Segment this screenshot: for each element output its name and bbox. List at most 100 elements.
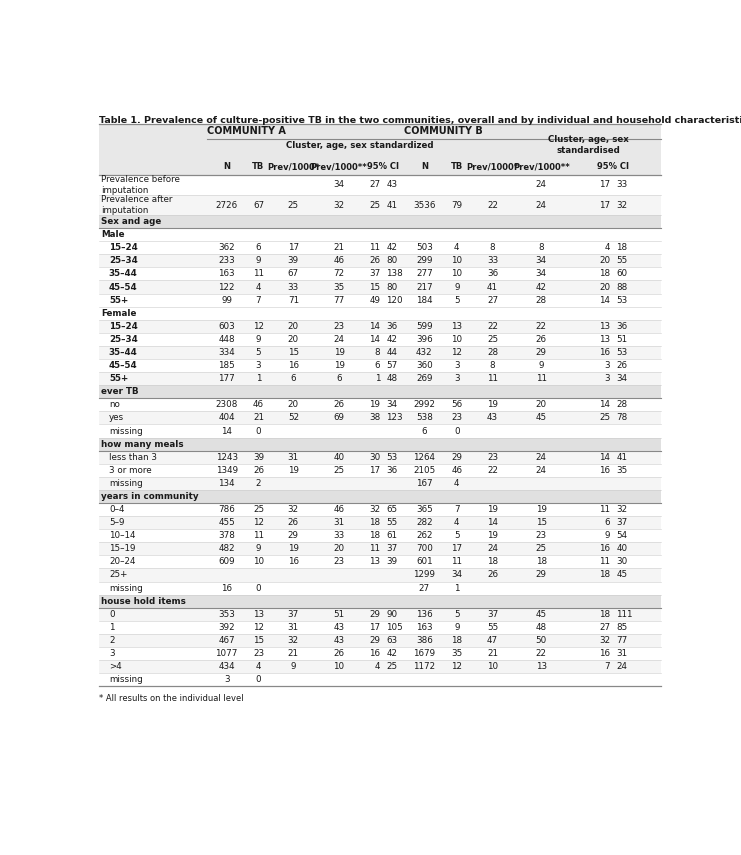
- Text: 36: 36: [386, 321, 397, 331]
- Text: how many meals: how many meals: [102, 439, 184, 449]
- Text: 448: 448: [219, 335, 235, 344]
- Text: 53: 53: [617, 296, 628, 304]
- Text: 18: 18: [451, 636, 462, 645]
- Text: 20: 20: [288, 335, 299, 344]
- Text: Female: Female: [102, 309, 136, 318]
- Text: 262: 262: [416, 531, 433, 540]
- Text: 48: 48: [536, 622, 547, 632]
- Text: 55: 55: [617, 256, 628, 265]
- Text: 12: 12: [253, 622, 264, 632]
- Bar: [99, 293, 661, 307]
- Text: 378: 378: [219, 531, 235, 540]
- Text: 13: 13: [599, 321, 611, 331]
- Text: 11: 11: [253, 531, 264, 540]
- Text: 25: 25: [599, 414, 611, 422]
- Text: 20: 20: [288, 321, 299, 331]
- Text: 33: 33: [617, 180, 628, 190]
- Text: 404: 404: [219, 414, 235, 422]
- Text: 61: 61: [386, 531, 397, 540]
- Text: 163: 163: [416, 622, 433, 632]
- Text: 23: 23: [253, 649, 264, 658]
- Text: 482: 482: [219, 545, 235, 553]
- Text: 1349: 1349: [216, 466, 238, 475]
- Text: 16: 16: [599, 466, 611, 475]
- Text: 79: 79: [451, 201, 462, 209]
- Text: 25–34: 25–34: [109, 256, 138, 265]
- Text: 120: 120: [386, 296, 403, 304]
- Bar: [99, 556, 661, 569]
- Text: 3: 3: [109, 649, 115, 658]
- Text: 18: 18: [536, 557, 547, 566]
- Text: 9: 9: [256, 256, 262, 265]
- Text: years in community: years in community: [102, 492, 199, 501]
- Text: 12: 12: [451, 662, 462, 671]
- Text: 11: 11: [253, 269, 264, 279]
- Text: 9: 9: [454, 282, 459, 292]
- Text: Prev/1000*: Prev/1000*: [268, 162, 319, 171]
- Text: 700: 700: [416, 545, 433, 553]
- Text: 22: 22: [487, 321, 498, 331]
- Text: 12: 12: [253, 518, 264, 528]
- Bar: [99, 320, 661, 333]
- Text: 25: 25: [487, 335, 498, 344]
- Text: 18: 18: [599, 570, 611, 580]
- Text: 35: 35: [451, 649, 462, 658]
- Text: 53: 53: [386, 452, 398, 462]
- Bar: [99, 634, 661, 647]
- Text: 3: 3: [454, 374, 459, 383]
- Text: 35–44: 35–44: [109, 269, 138, 279]
- Text: 32: 32: [617, 201, 628, 209]
- Text: 33: 33: [288, 282, 299, 292]
- Text: 18: 18: [369, 518, 380, 528]
- Text: 49: 49: [369, 296, 380, 304]
- Text: 601: 601: [416, 557, 433, 566]
- Text: 41: 41: [386, 201, 397, 209]
- Text: 24: 24: [536, 452, 547, 462]
- Text: 31: 31: [333, 518, 345, 528]
- Text: 3: 3: [224, 675, 230, 684]
- Text: 538: 538: [416, 414, 433, 422]
- Text: 99: 99: [222, 296, 232, 304]
- Text: 9: 9: [605, 531, 611, 540]
- Text: 14: 14: [599, 452, 611, 462]
- Bar: [99, 529, 661, 542]
- Text: 24: 24: [536, 466, 547, 475]
- Text: 599: 599: [416, 321, 433, 331]
- Text: 33: 33: [333, 531, 345, 540]
- Text: 80: 80: [386, 256, 398, 265]
- Text: 786: 786: [219, 505, 235, 514]
- Text: 34: 34: [386, 400, 397, 410]
- Text: 51: 51: [333, 610, 345, 619]
- Text: 1: 1: [375, 374, 380, 383]
- Text: 32: 32: [369, 505, 380, 514]
- Bar: [99, 411, 661, 424]
- Text: 7: 7: [454, 505, 459, 514]
- Text: 0: 0: [256, 675, 262, 684]
- Text: 95% CI: 95% CI: [368, 162, 399, 171]
- Text: 36: 36: [487, 269, 498, 279]
- Text: 4: 4: [454, 518, 459, 528]
- Bar: [99, 386, 661, 398]
- Text: 13: 13: [451, 321, 462, 331]
- Text: 17: 17: [599, 201, 611, 209]
- Text: 26: 26: [333, 400, 345, 410]
- Text: 19: 19: [487, 505, 498, 514]
- Bar: [99, 124, 661, 180]
- Text: 34: 34: [451, 570, 462, 580]
- Text: 32: 32: [333, 201, 345, 209]
- Text: 40: 40: [333, 452, 345, 462]
- Text: Prev/1000*: Prev/1000*: [466, 162, 519, 171]
- Text: Prev/1000**: Prev/1000**: [310, 162, 368, 171]
- Text: 17: 17: [451, 545, 462, 553]
- Bar: [99, 647, 661, 660]
- Text: 434: 434: [219, 662, 235, 671]
- Text: 15–19: 15–19: [109, 545, 136, 553]
- Bar: [99, 215, 661, 228]
- Text: 28: 28: [487, 348, 498, 357]
- Text: 35: 35: [333, 282, 345, 292]
- Text: 9: 9: [256, 545, 262, 553]
- Text: 71: 71: [288, 296, 299, 304]
- Text: yes: yes: [109, 414, 124, 422]
- Text: 22: 22: [536, 321, 547, 331]
- Text: 41: 41: [617, 452, 628, 462]
